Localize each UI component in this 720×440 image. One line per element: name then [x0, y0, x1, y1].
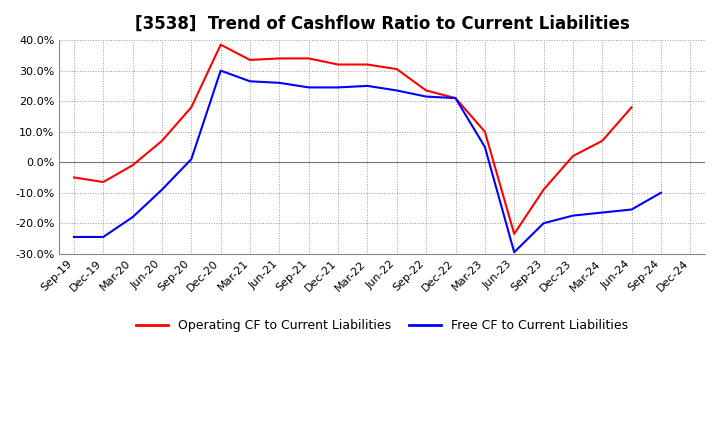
- Title: [3538]  Trend of Cashflow Ratio to Current Liabilities: [3538] Trend of Cashflow Ratio to Curren…: [135, 15, 629, 33]
- Legend: Operating CF to Current Liabilities, Free CF to Current Liabilities: Operating CF to Current Liabilities, Fre…: [131, 314, 633, 337]
